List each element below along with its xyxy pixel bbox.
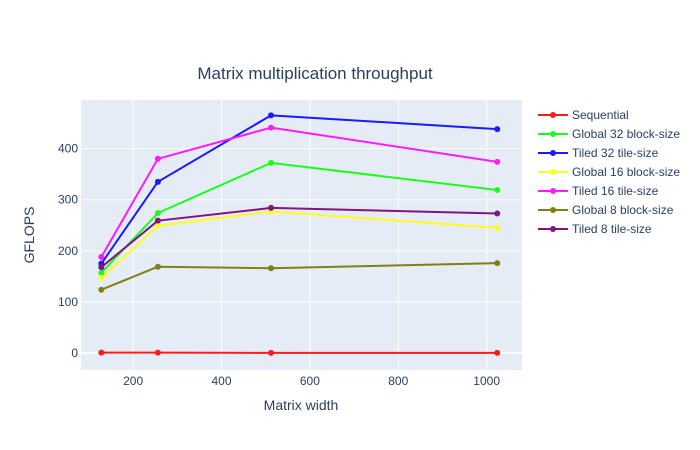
data-point xyxy=(98,264,105,271)
y-tick-label: 200 xyxy=(58,244,78,258)
series-3 xyxy=(98,208,501,281)
series-line xyxy=(100,114,498,265)
legend-item[interactable]: Tiled 32 tile-size xyxy=(538,146,659,160)
chart-title: Matrix multiplication throughput xyxy=(197,64,433,83)
legend-label: Tiled 16 tile-size xyxy=(572,184,659,198)
legend-label: Global 8 block-size xyxy=(572,203,674,217)
data-point xyxy=(494,187,501,193)
data-point xyxy=(494,158,501,165)
legend-item[interactable]: Global 16 block-size xyxy=(538,165,680,179)
data-point xyxy=(154,349,161,356)
x-tick-label: 600 xyxy=(300,374,320,388)
legend-label: Sequential xyxy=(572,108,629,122)
data-point xyxy=(98,269,105,276)
data-point xyxy=(154,217,161,224)
series-line xyxy=(100,262,498,291)
legend-marker-icon xyxy=(550,131,556,137)
data-point xyxy=(154,222,161,229)
data-point xyxy=(98,349,105,356)
data-point xyxy=(268,124,275,131)
legend-label: Global 16 block-size xyxy=(572,165,680,179)
y-tick-label: 100 xyxy=(58,295,78,309)
series-5 xyxy=(98,260,501,293)
y-tick-label: 400 xyxy=(58,142,78,156)
series-6 xyxy=(98,204,501,271)
series-line xyxy=(100,126,498,258)
x-axis-title: Matrix width xyxy=(264,397,339,413)
data-point xyxy=(98,253,105,260)
data-point xyxy=(268,204,275,211)
plot-area xyxy=(81,100,522,370)
data-point xyxy=(268,265,275,272)
legend-item[interactable]: Sequential xyxy=(538,108,629,122)
data-point xyxy=(268,349,275,356)
legend-item[interactable]: Global 32 block-size xyxy=(538,127,680,141)
data-point xyxy=(268,112,275,119)
series-layer xyxy=(98,112,501,356)
legend-marker-icon xyxy=(550,169,556,175)
legend-marker-icon xyxy=(550,207,556,213)
legend: Sequential Global 32 block-size Tiled 32 t… xyxy=(538,108,680,236)
data-point xyxy=(154,178,161,185)
legend-marker-icon xyxy=(550,112,556,118)
data-point xyxy=(494,260,501,267)
y-tick-label: 0 xyxy=(71,346,78,360)
x-tick-label: 400 xyxy=(212,374,232,388)
legend-item[interactable]: Tiled 8 tile-size xyxy=(538,222,652,236)
series-line xyxy=(100,206,498,268)
tick-layer: 200 400 600 800 1000 0 100 200 300 400 xyxy=(58,142,500,388)
legend-label: Tiled 8 tile-size xyxy=(572,222,652,236)
data-point xyxy=(98,286,105,293)
legend-marker-icon xyxy=(550,188,556,194)
series-4 xyxy=(98,124,501,260)
data-point xyxy=(494,349,501,356)
legend-item[interactable]: Global 8 block-size xyxy=(538,203,674,217)
data-point xyxy=(494,210,501,217)
data-point xyxy=(154,210,161,217)
x-tick-label: 1000 xyxy=(473,374,500,388)
data-point xyxy=(494,224,501,231)
series-line xyxy=(100,210,498,279)
x-tick-label: 800 xyxy=(388,374,408,388)
legend-marker-icon xyxy=(550,150,556,156)
y-axis-title: GFLOPS xyxy=(21,207,37,264)
legend-label: Global 32 block-size xyxy=(572,127,680,141)
legend-marker-icon xyxy=(550,226,556,232)
data-point xyxy=(154,155,161,162)
legend-label: Tiled 32 tile-size xyxy=(572,146,659,160)
data-point xyxy=(494,126,501,133)
data-point xyxy=(154,263,161,270)
series-0 xyxy=(98,349,501,356)
data-point xyxy=(98,274,105,281)
y-tick-label: 300 xyxy=(58,193,78,207)
data-point xyxy=(268,159,275,166)
x-tick-label: 200 xyxy=(123,374,143,388)
legend-item[interactable]: Tiled 16 tile-size xyxy=(538,184,659,198)
